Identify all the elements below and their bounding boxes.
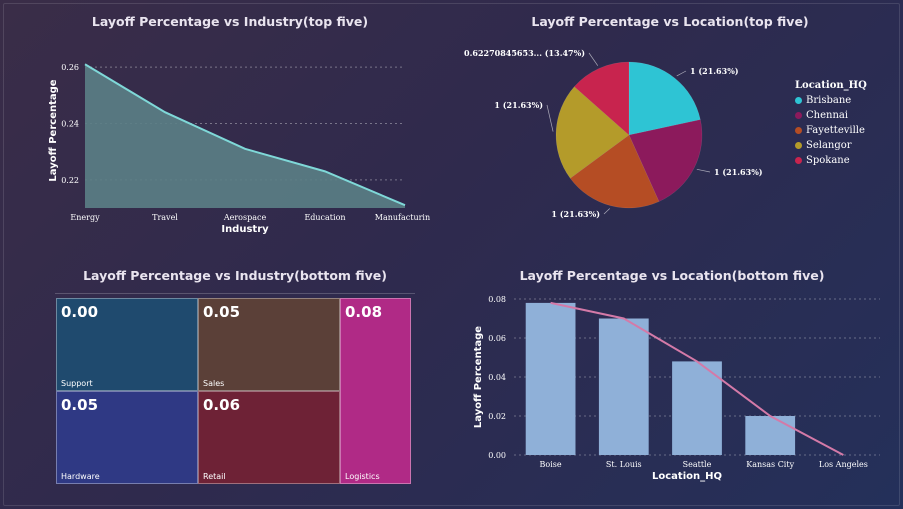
pie-data-label: 0.62270845653... (13.47%) <box>464 48 585 58</box>
location-top-five-panel[interactable]: Layoff Percentage vs Location(top five) … <box>460 8 880 248</box>
legend-label: Fayetteville <box>806 125 865 136</box>
x-tick-label: Boise <box>540 460 562 469</box>
treemap-cell-label: Hardware <box>61 472 100 481</box>
pie-slice <box>555 86 630 179</box>
x-tick-label: Kansas City <box>746 460 794 469</box>
treemap-cell-label: Logistics <box>345 472 380 481</box>
treemap-cell-value: 0.00 <box>61 303 99 321</box>
treemap-cell-value: 0.06 <box>203 396 241 414</box>
pie-data-label: 1 (21.63%) <box>551 209 600 219</box>
area-fill <box>85 64 405 208</box>
location-top-five-chart: 1 (21.63%) 1 (21.63%) 1 (21.63%) 1 (21.63%)… <box>464 48 763 219</box>
treemap-cell-label: Sales <box>203 379 225 388</box>
x-tick-label: St. Louis <box>606 460 642 469</box>
y-axis-title: Layoff Percentage <box>473 326 484 428</box>
bar <box>745 416 796 455</box>
pie-leader-line <box>676 70 687 77</box>
pie-leader-line <box>696 168 711 173</box>
legend-label: Brisbane <box>806 95 852 106</box>
pie-legend: Location_HQ Brisbane Chennai Fayetteville S… <box>795 80 867 166</box>
pie-slice <box>628 61 701 136</box>
legend-item[interactable]: Brisbane <box>795 95 867 106</box>
y-tick-label: 0.08 <box>488 295 506 304</box>
x-axis-title: Location_HQ <box>652 471 722 482</box>
x-tick-label: Aerospace <box>223 213 267 222</box>
legend-swatch <box>795 157 802 164</box>
y-tick-label: 0.00 <box>488 451 506 460</box>
pie-leader-line <box>588 52 599 66</box>
legend-label: Chennai <box>806 110 849 121</box>
x-tick-label: Travel <box>152 213 178 222</box>
y-tick-label: 0.06 <box>488 334 506 343</box>
y-tick-label: 0.02 <box>488 412 506 421</box>
treemap-top-rule <box>55 293 415 294</box>
pie-slice <box>569 134 660 209</box>
bar <box>525 302 576 455</box>
industry-top-five-chart: 0.26 0.24 0.22 Energy Travel Aerospace Educati… <box>48 63 430 235</box>
y-axis-title: Layoff Percentage <box>48 79 59 181</box>
treemap-cell[interactable]: 0.08 Logistics <box>340 298 411 484</box>
treemap-cell-label: Support <box>61 379 93 388</box>
x-tick-label: Manufacturing <box>375 213 430 222</box>
bar <box>672 361 722 455</box>
legend-title: Location_HQ <box>795 80 867 91</box>
industry-top-five-panel[interactable]: Layoff Percentage vs Industry(top five) … <box>30 8 430 248</box>
x-axis-title: Industry <box>221 224 269 235</box>
x-tick-label: Energy <box>70 213 100 222</box>
location-bottom-five-chart: 0.00 0.02 0.04 0.06 0.08 Boise St. Louis Seattl… <box>473 295 880 482</box>
bar <box>598 318 649 455</box>
trend-line <box>550 301 844 456</box>
legend-swatch <box>795 97 802 104</box>
legend-swatch <box>795 112 802 119</box>
industry-bottom-five-treemap: 0.00 Support 0.05 Sales 0.08 Logistics 0.05 Har… <box>56 298 411 484</box>
pie-leader-line <box>546 104 554 132</box>
pie-data-label: 1 (21.63%) <box>714 167 763 177</box>
legend-swatch <box>795 127 802 134</box>
treemap-cell-value: 0.05 <box>203 303 241 321</box>
industry-bottom-five-panel[interactable]: Layoff Percentage vs Industry(bottom fiv… <box>55 262 415 487</box>
legend-label: Selangor <box>806 140 852 151</box>
pie-slice <box>573 61 630 136</box>
area-line <box>84 63 406 207</box>
x-tick-label: Los Angeles <box>819 460 868 469</box>
chart-title: Layoff Percentage vs Location(bottom fiv… <box>519 268 825 283</box>
y-tick-label: 0.24 <box>61 119 79 128</box>
treemap-cell[interactable]: 0.05 Hardware <box>56 391 198 484</box>
location-bottom-five-panel[interactable]: Layoff Percentage vs Location(bottom fiv… <box>462 262 882 492</box>
legend-item[interactable]: Selangor <box>795 140 867 151</box>
legend-label: Spokane <box>806 155 850 166</box>
treemap-cell[interactable]: 0.00 Support <box>56 298 198 391</box>
chart-title: Layoff Percentage vs Location(top five) <box>531 14 809 29</box>
pie-data-label: 1 (21.63%) <box>690 66 739 76</box>
treemap-cell[interactable]: 0.05 Sales <box>198 298 340 391</box>
pie-leader-line <box>603 208 610 215</box>
legend-item[interactable]: Chennai <box>795 110 867 121</box>
y-tick-label: 0.26 <box>61 63 79 72</box>
x-tick-label: Education <box>304 213 345 222</box>
treemap-cell[interactable]: 0.06 Retail <box>198 391 340 484</box>
y-tick-label: 0.04 <box>488 373 506 382</box>
pie-slice <box>628 119 703 202</box>
treemap-cell-value: 0.05 <box>61 396 99 414</box>
chart-title: Layoff Percentage vs Industry(bottom fiv… <box>83 268 387 283</box>
legend-item[interactable]: Spokane <box>795 155 867 166</box>
y-tick-label: 0.22 <box>61 176 79 185</box>
treemap-cell-value: 0.08 <box>345 303 383 321</box>
legend-swatch <box>795 142 802 149</box>
legend-item[interactable]: Fayetteville <box>795 125 867 136</box>
pie-data-label: 1 (21.63%) <box>494 100 543 110</box>
chart-title: Layoff Percentage vs Industry(top five) <box>91 14 369 29</box>
treemap-cell-label: Retail <box>203 472 226 481</box>
x-tick-label: Seattle <box>683 460 712 469</box>
